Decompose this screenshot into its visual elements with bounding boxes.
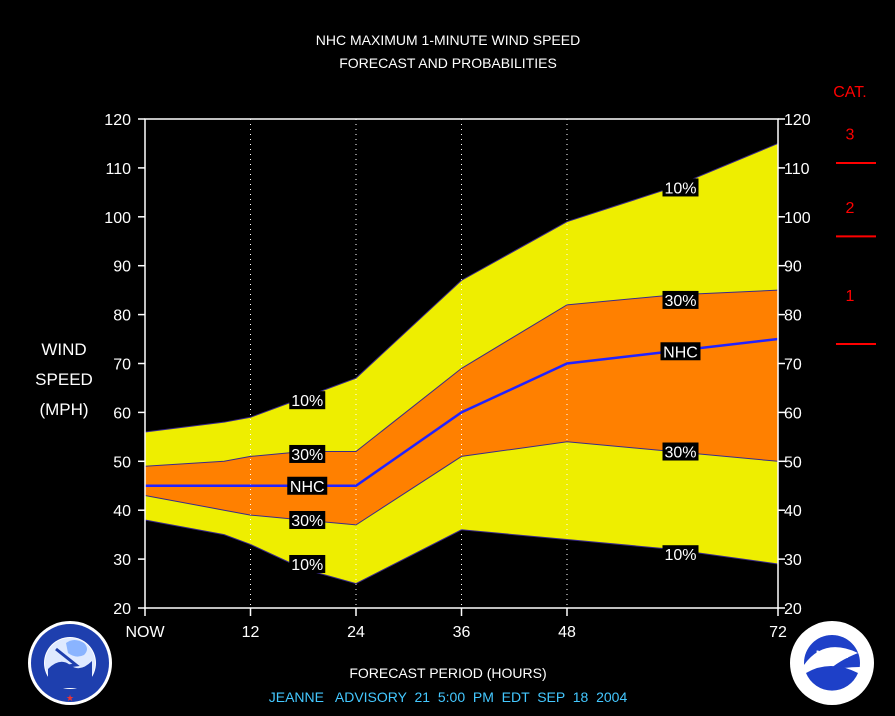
x-tick-label: 72 xyxy=(769,624,787,641)
y-tick-label: 100 xyxy=(104,210,131,227)
y-axis-title: WIND SPEED (MPH) xyxy=(35,340,93,419)
series-label-box xyxy=(662,545,699,564)
y-tick-label-right: 20 xyxy=(784,601,802,618)
series-label-box xyxy=(289,554,326,573)
y-tick-label: 60 xyxy=(113,405,131,422)
series-line-lower10 xyxy=(144,519,779,585)
series-line-upper10 xyxy=(144,142,779,433)
series-label-box xyxy=(660,342,701,361)
y-tick-label-right: 60 xyxy=(784,405,802,422)
series-line-lower30 xyxy=(144,441,779,526)
y-tick-label-right: 110 xyxy=(784,161,810,178)
y-tick-label: 90 xyxy=(113,259,131,276)
y-axis-title-line3: (MPH) xyxy=(39,400,88,419)
category-label: 3 xyxy=(846,127,855,144)
x-tick-label: 24 xyxy=(347,624,365,641)
category-scale: CAT. 3 2 1 xyxy=(833,84,876,345)
series-label-box xyxy=(289,510,326,529)
y-tick-label: 40 xyxy=(113,503,131,520)
y-tick-label: 20 xyxy=(113,601,131,618)
nws-logo: ★ xyxy=(28,621,112,705)
series-label: 30% xyxy=(291,513,323,530)
x-tick-label: NOW xyxy=(125,624,165,641)
series-label: NHC xyxy=(663,344,698,361)
series-label-box xyxy=(289,391,326,410)
y-tick-label-right: 70 xyxy=(784,357,802,374)
y-tick-label: 70 xyxy=(113,357,131,374)
series-label: 30% xyxy=(664,293,696,310)
y-tick-label-right: 50 xyxy=(784,454,802,471)
series-label: 10% xyxy=(291,557,323,574)
y-tick-label: 50 xyxy=(113,454,131,471)
x-tick-label: 48 xyxy=(558,624,576,641)
y-tick-label: 120 xyxy=(104,112,131,129)
y-axis-title-line2: SPEED xyxy=(35,370,93,389)
advisory-text: JEANNE ADVISORY 21 5:00 PM EDT SEP 18 20… xyxy=(269,689,628,705)
y-tick-label-right: 100 xyxy=(784,210,811,227)
series-label: 10% xyxy=(664,180,696,197)
series-label-box xyxy=(662,178,699,197)
series-labels: 10% 30% NHC 30% 10% 10% 30% NHC 30% 10% xyxy=(287,178,701,574)
x-axis: NOW 12 24 36 48 72 xyxy=(125,608,787,641)
series-label-box xyxy=(662,290,699,309)
y-tick-label-right: 90 xyxy=(784,259,802,276)
series-label-box xyxy=(662,442,699,461)
series-line-nhc xyxy=(145,337,779,487)
series-label: NHC xyxy=(290,479,325,496)
y-axis-right: 20 30 40 50 60 70 80 90 100 110 120 xyxy=(778,112,811,618)
series-line-upper30 xyxy=(144,289,779,467)
category-label: 2 xyxy=(846,200,855,217)
chart-title-line1: NHC MAXIMUM 1-MINUTE WIND SPEED xyxy=(316,32,580,48)
series-label-box xyxy=(289,444,326,463)
x-tick-label: 36 xyxy=(453,624,471,641)
series-label: 10% xyxy=(291,393,323,410)
y-tick-label: 30 xyxy=(113,552,131,569)
y-tick-label: 80 xyxy=(113,308,131,325)
series-label: 30% xyxy=(664,445,696,462)
series-label: 30% xyxy=(291,447,323,464)
y-tick-label-right: 80 xyxy=(784,308,802,325)
nws-logo-star: ★ xyxy=(66,693,74,703)
y-axis-title-line1: WIND xyxy=(41,340,86,359)
chart-title-line2: FORECAST AND PROBABILITIES xyxy=(339,55,557,71)
series-lines xyxy=(144,142,779,585)
y-tick-label: 110 xyxy=(105,161,131,178)
series-label-box xyxy=(287,476,328,495)
category-label: 1 xyxy=(846,288,855,305)
category-title: CAT. xyxy=(833,84,866,101)
plot-area xyxy=(145,143,778,584)
y-tick-label-right: 120 xyxy=(784,112,811,129)
x-tick-label: 12 xyxy=(242,624,260,641)
noaa-logo: NOAA xyxy=(790,621,874,705)
y-axis-left: 20 30 40 50 60 70 80 90 100 110 120 xyxy=(104,112,145,618)
band-30-percent xyxy=(145,290,778,525)
noaa-logo-text: NOAA xyxy=(816,649,848,661)
y-tick-label-right: 40 xyxy=(784,503,802,520)
x-axis-title: FORECAST PERIOD (HOURS) xyxy=(349,665,546,681)
y-tick-label-right: 30 xyxy=(784,552,802,569)
series-label: 10% xyxy=(664,547,696,564)
